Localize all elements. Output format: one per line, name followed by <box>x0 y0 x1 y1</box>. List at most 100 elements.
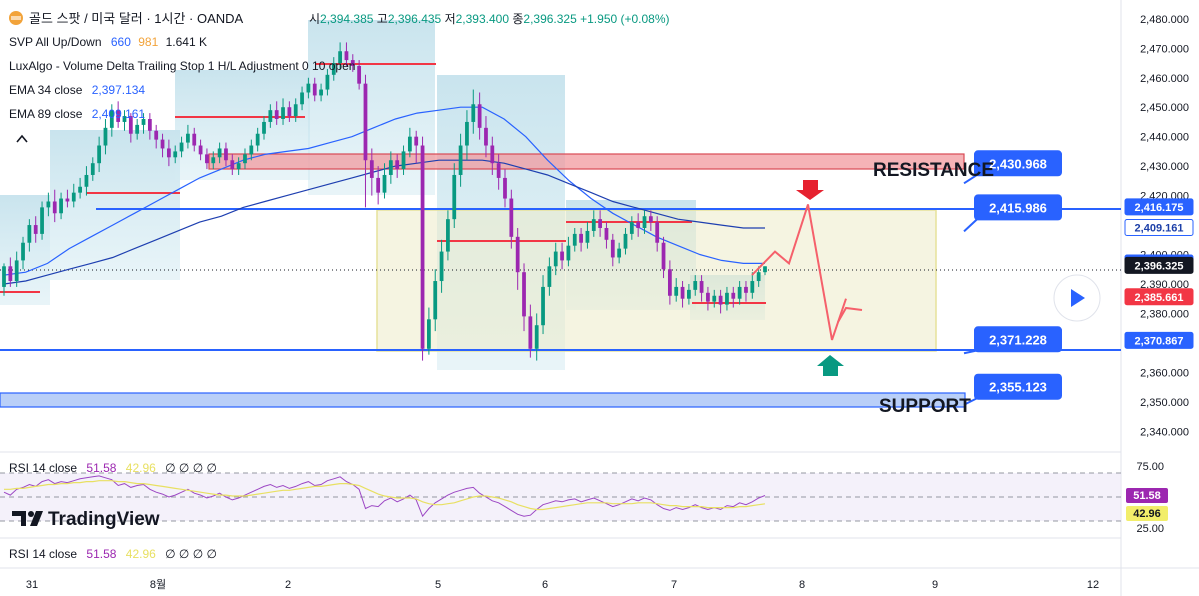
candle-body[interactable] <box>109 110 114 128</box>
candle-body[interactable] <box>2 266 6 287</box>
candle-body[interactable] <box>52 201 57 214</box>
candle-body[interactable] <box>503 177 507 199</box>
candle-body[interactable] <box>395 160 400 170</box>
candle-body[interactable] <box>572 233 577 246</box>
candle-body[interactable] <box>71 192 76 202</box>
candle-body[interactable] <box>97 145 102 164</box>
candle-body[interactable] <box>401 151 406 170</box>
candle-body[interactable] <box>446 219 450 252</box>
candle-body[interactable] <box>179 142 184 152</box>
candle-body[interactable] <box>598 219 603 228</box>
candle-body[interactable] <box>534 325 539 349</box>
candle-body[interactable] <box>33 225 38 234</box>
candle-body[interactable] <box>515 236 520 273</box>
candle-body[interactable] <box>173 151 178 158</box>
candle-body[interactable] <box>344 51 349 61</box>
candle-body[interactable] <box>693 281 698 290</box>
candle-body[interactable] <box>287 107 292 117</box>
candle-body[interactable] <box>433 281 438 320</box>
candle-body[interactable] <box>642 216 647 228</box>
candle-body[interactable] <box>756 272 761 282</box>
candle-body[interactable] <box>750 281 755 293</box>
candle-body[interactable] <box>59 198 63 214</box>
candle-body[interactable] <box>382 174 387 193</box>
candle-body[interactable] <box>541 286 545 326</box>
candle-body[interactable] <box>268 110 273 122</box>
candle-body[interactable] <box>636 222 641 228</box>
candle-body[interactable] <box>198 145 203 155</box>
candle-body[interactable] <box>312 83 317 96</box>
candle-body[interactable] <box>579 233 583 243</box>
candle-body[interactable] <box>331 63 336 75</box>
candle-body[interactable] <box>471 104 476 122</box>
candle-body[interactable] <box>509 198 514 237</box>
candle-body[interactable] <box>224 148 228 161</box>
candle-body[interactable] <box>363 83 368 161</box>
candle-body[interactable] <box>135 124 140 134</box>
candle-body[interactable] <box>452 174 457 220</box>
candle-body[interactable] <box>674 286 679 296</box>
replay-button[interactable] <box>1053 274 1101 322</box>
candle-body[interactable] <box>465 121 469 146</box>
candle-body[interactable] <box>560 251 564 261</box>
candle-body[interactable] <box>496 163 501 178</box>
candle-body[interactable] <box>21 242 25 261</box>
candle-body[interactable] <box>585 230 590 243</box>
candle-body[interactable] <box>236 163 241 170</box>
candle-body[interactable] <box>731 292 736 299</box>
candle-body[interactable] <box>325 74 330 90</box>
candle-body[interactable] <box>154 130 159 140</box>
candle-body[interactable] <box>369 160 374 178</box>
candle-body[interactable] <box>617 248 622 258</box>
candle-body[interactable] <box>217 148 222 158</box>
candle-body[interactable] <box>40 207 44 234</box>
candle-body[interactable] <box>211 157 216 164</box>
candle-body[interactable] <box>737 286 742 299</box>
candle-body[interactable] <box>116 110 121 122</box>
candle-body[interactable] <box>205 154 209 164</box>
candle-body[interactable] <box>300 92 304 105</box>
candle-body[interactable] <box>528 316 533 349</box>
candle-body[interactable] <box>14 260 19 282</box>
candle-body[interactable] <box>160 139 165 149</box>
candle-body[interactable] <box>90 163 95 175</box>
candle-body[interactable] <box>293 104 298 117</box>
play-icon[interactable] <box>1071 289 1085 307</box>
candle-body[interactable] <box>357 65 362 84</box>
candle-body[interactable] <box>243 154 247 164</box>
candle-body[interactable] <box>439 251 444 282</box>
candle-body[interactable] <box>281 107 285 119</box>
candle-body[interactable] <box>477 104 482 128</box>
candle-body[interactable] <box>414 136 419 146</box>
candle-body[interactable] <box>699 281 704 293</box>
candle-body[interactable] <box>623 233 628 249</box>
candle-body[interactable] <box>553 251 558 267</box>
candle-body[interactable] <box>547 266 552 287</box>
candle-body[interactable] <box>610 239 615 258</box>
candle-body[interactable] <box>8 266 13 282</box>
candle-body[interactable] <box>262 121 266 134</box>
candle-body[interactable] <box>648 216 653 223</box>
candle-body[interactable] <box>65 198 70 202</box>
candle-body[interactable] <box>490 145 495 164</box>
candle-body[interactable] <box>763 266 767 273</box>
candle-body[interactable] <box>84 174 89 187</box>
candle-body[interactable] <box>192 133 197 146</box>
candle-body[interactable] <box>350 60 355 66</box>
candle-body[interactable] <box>78 186 82 193</box>
candle-body[interactable] <box>522 272 526 317</box>
candle-body[interactable] <box>27 225 32 243</box>
candle-body[interactable] <box>458 145 463 175</box>
candle-body[interactable] <box>147 119 152 131</box>
candle-body[interactable] <box>376 177 381 193</box>
candle-body[interactable] <box>122 116 127 122</box>
candles-group[interactable] <box>2 42 767 361</box>
candle-body[interactable] <box>338 51 342 64</box>
candle-body[interactable] <box>687 289 691 299</box>
candle-body[interactable] <box>706 292 710 302</box>
collapse-legend-icon[interactable] <box>16 134 28 143</box>
symbol-title[interactable]: 골드 스팟 / 미국 달러 · 1시간 · OANDA <box>29 11 244 26</box>
candle-body[interactable] <box>591 219 596 231</box>
candle-body[interactable] <box>718 295 723 305</box>
candle-body[interactable] <box>427 319 431 349</box>
